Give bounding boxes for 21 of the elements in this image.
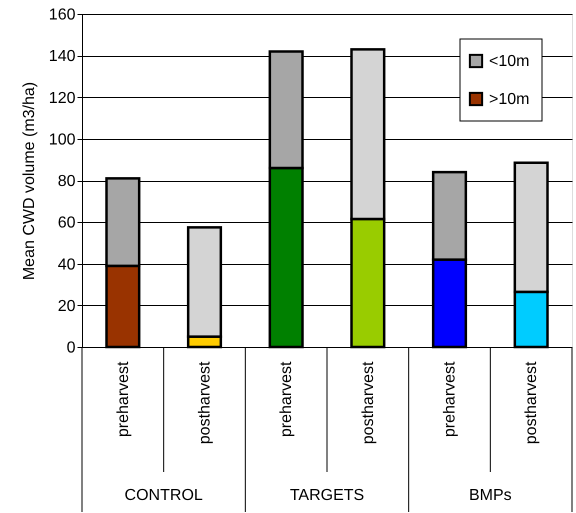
- x-tick-label: preharvest: [114, 360, 132, 438]
- y-tick-label: 40: [58, 256, 76, 274]
- y-tick-label: 0: [66, 340, 76, 356]
- legend-label: >10m: [489, 91, 530, 108]
- x-tick-label: postharvest: [523, 360, 540, 444]
- legend-label: <10m: [489, 53, 530, 70]
- y-tick-label: 120: [48, 90, 76, 107]
- x-tick-label: postharvest: [196, 360, 214, 444]
- x-tick-label: preharvest: [278, 360, 296, 438]
- y-tick-label: 80: [58, 173, 76, 190]
- text: TARGETS: [290, 487, 364, 504]
- text: BMPs: [468, 487, 512, 504]
- text: CONTROL: [124, 487, 203, 504]
- x-tick-label: postharvest: [360, 360, 377, 444]
- y-tick-label: 160: [48, 6, 76, 24]
- x-tick-label: preharvest: [442, 360, 458, 438]
- y-tick-label: 100: [48, 131, 76, 148]
- y-tick-label: 20: [58, 298, 76, 315]
- y-tick-label: 140: [48, 48, 76, 66]
- y-tick-label: 60: [58, 214, 76, 232]
- y-axis-title: Mean CWD volume (m3/ha): [20, 82, 38, 280]
